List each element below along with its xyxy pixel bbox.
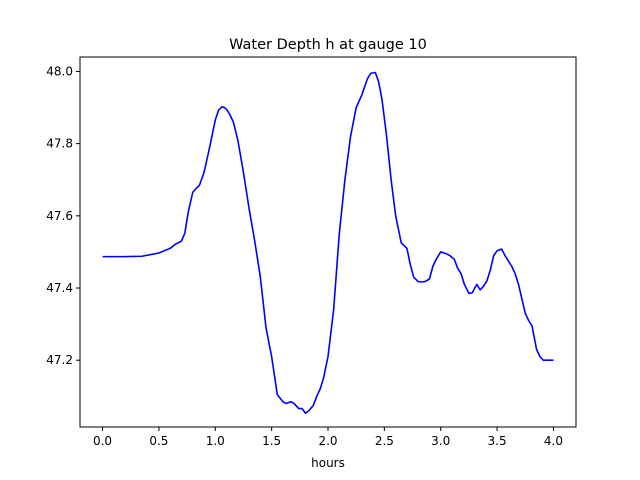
y-tick-label: 47.8	[46, 137, 73, 151]
x-axis-label: hours	[311, 456, 345, 470]
y-tick-label: 47.2	[46, 353, 73, 367]
y-tick-label: 47.6	[46, 209, 73, 223]
x-tick-label: 0.5	[149, 434, 168, 448]
x-tick-label: 1.0	[206, 434, 225, 448]
y-tick-label: 48.0	[46, 64, 73, 78]
series-line	[102, 71, 554, 415]
plot-area	[102, 71, 554, 415]
x-tick-label: 2.0	[318, 434, 337, 448]
x-tick-label: 3.0	[431, 434, 450, 448]
x-tick-label: 2.5	[375, 434, 394, 448]
y-axis-ticks: 47.2 47.4 47.6 47.8 48.0	[46, 64, 80, 367]
x-tick-label: 1.5	[262, 434, 281, 448]
y-tick-label: 47.4	[46, 281, 73, 295]
x-axis-ticks: 0.0 0.5 1.0 1.5 2.0 2.5 3.0 3.5 4.0	[93, 427, 563, 448]
x-tick-label: 3.5	[488, 434, 507, 448]
chart-title: Water Depth h at gauge 10	[229, 37, 427, 53]
x-tick-label: 4.0	[544, 434, 563, 448]
x-tick-label: 0.0	[93, 434, 112, 448]
axes-frame	[79, 56, 577, 428]
